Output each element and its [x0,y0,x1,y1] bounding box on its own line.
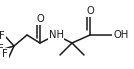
Text: F: F [2,49,8,59]
Text: NH: NH [49,30,64,40]
Text: OH: OH [113,30,128,40]
Text: F: F [0,31,5,41]
Text: O: O [36,14,44,24]
Text: F: F [0,44,4,54]
Text: O: O [86,6,94,16]
